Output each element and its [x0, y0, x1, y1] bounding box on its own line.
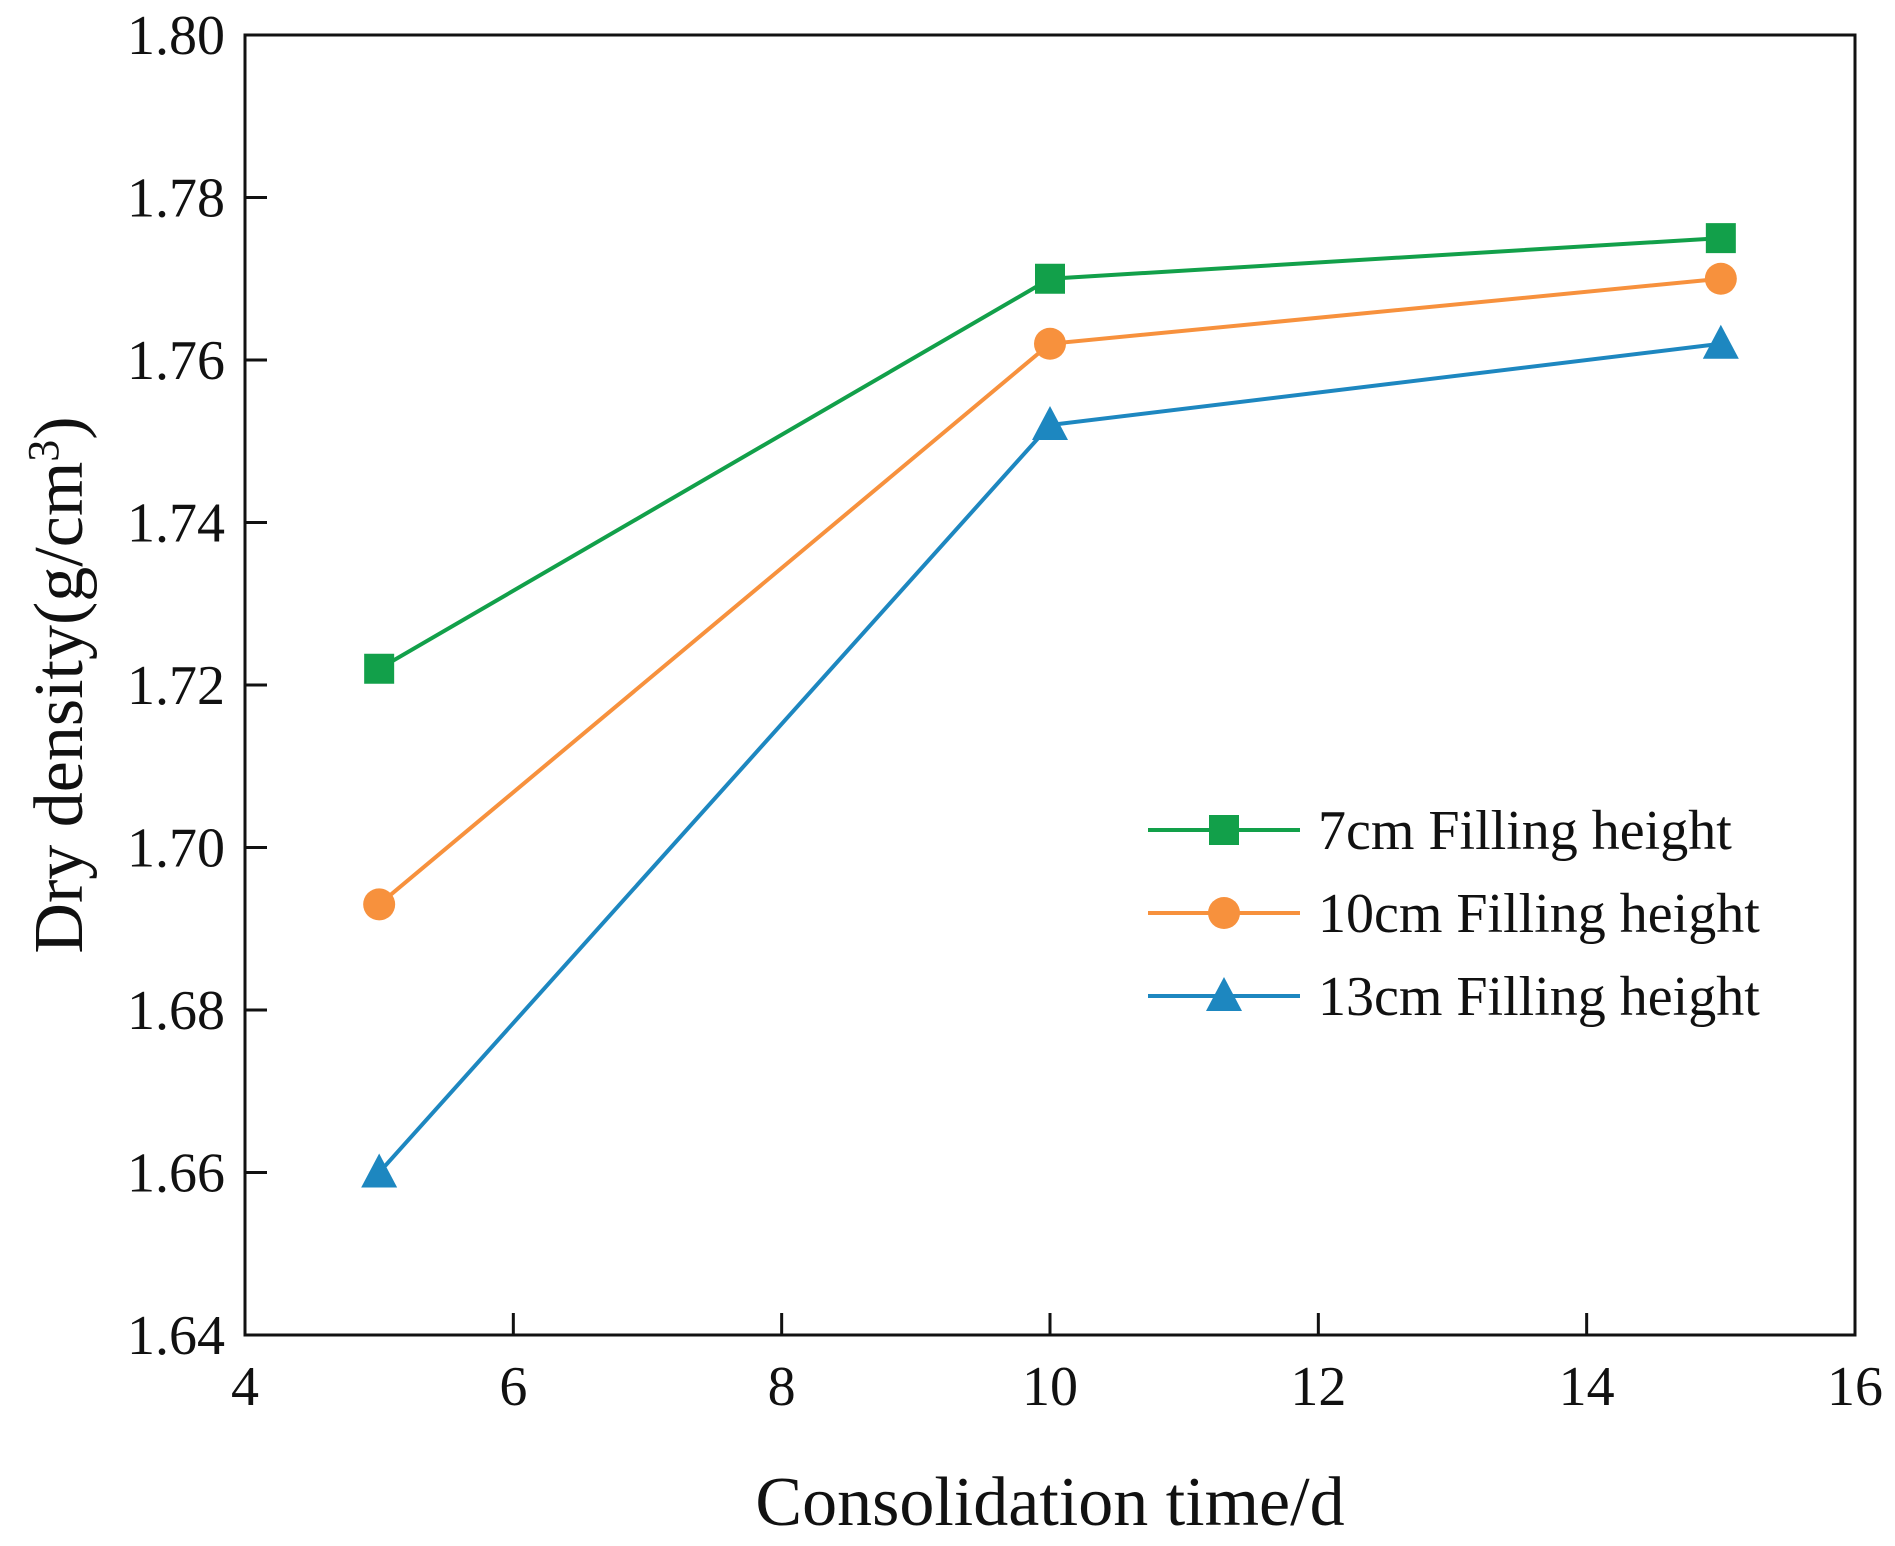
legend-item: 10cm Filling height [1148, 883, 1760, 945]
data-point [1035, 263, 1065, 294]
legend-label: 10cm Filling height [1318, 883, 1760, 945]
x-tick-label: 14 [1559, 1356, 1615, 1418]
y-tick-label: 1.70 [127, 818, 225, 880]
legend-item: 7cm Filling height [1148, 800, 1732, 862]
y-axis: 1.64 1.66 1.68 1.70 1.72 1.74 1.76 1.78 1.80 [127, 5, 267, 1367]
legend-marker [1208, 897, 1240, 929]
series-line [377, 341, 1722, 1174]
y-tick-label: 1.68 [127, 980, 225, 1042]
y-tick-label: 1.80 [127, 5, 225, 67]
series-line [378, 236, 1721, 671]
data-point [1704, 262, 1737, 295]
y-axis-title: Dry density(g/cm3) [19, 416, 99, 953]
legend-marker [1206, 977, 1242, 1011]
x-tick-label: 6 [499, 1356, 527, 1418]
data-point [361, 1153, 398, 1188]
y-tick-label: 1.76 [127, 330, 225, 392]
x-axis: 4 6 8 10 12 14 16 [231, 1313, 1883, 1418]
y-tick-label: 1.66 [127, 1143, 225, 1205]
y-tick-label: 1.72 [127, 655, 225, 717]
y-axis-title-superscript: 3 [19, 440, 68, 462]
series-1 [364, 223, 1736, 684]
y-tick-label: 1.64 [127, 1305, 225, 1367]
y-tick-label: 1.74 [127, 493, 225, 555]
x-tick-label: 8 [768, 1356, 796, 1418]
data-point [364, 653, 395, 684]
x-axis-title: Consolidation time/d [755, 1464, 1344, 1541]
legend-item: 13cm Filling height [1148, 966, 1760, 1028]
legend-label: 7cm Filling height [1318, 800, 1732, 862]
x-tick-label: 4 [231, 1356, 259, 1418]
data-point [1034, 327, 1066, 360]
data-point [1702, 324, 1739, 359]
data-point [1705, 223, 1736, 254]
y-axis-title-close: ) [21, 416, 98, 439]
data-point [1032, 406, 1068, 440]
legend-label: 13cm Filling height [1318, 966, 1760, 1028]
x-tick-label: 12 [1290, 1356, 1346, 1418]
data-point [363, 888, 396, 921]
series-layer [361, 223, 1739, 1188]
legend: 7cm Filling height 10cm Filling height 13c… [1148, 800, 1760, 1028]
legend-marker [1209, 815, 1239, 845]
y-tick-label: 1.78 [127, 168, 225, 230]
y-axis-title-main: Dry density(g/cm [21, 462, 98, 954]
x-tick-label: 10 [1022, 1356, 1078, 1418]
series-2 [363, 262, 1737, 921]
plot-frame [243, 33, 1857, 1337]
x-tick-label: 16 [1827, 1356, 1883, 1418]
series-3 [361, 324, 1739, 1188]
